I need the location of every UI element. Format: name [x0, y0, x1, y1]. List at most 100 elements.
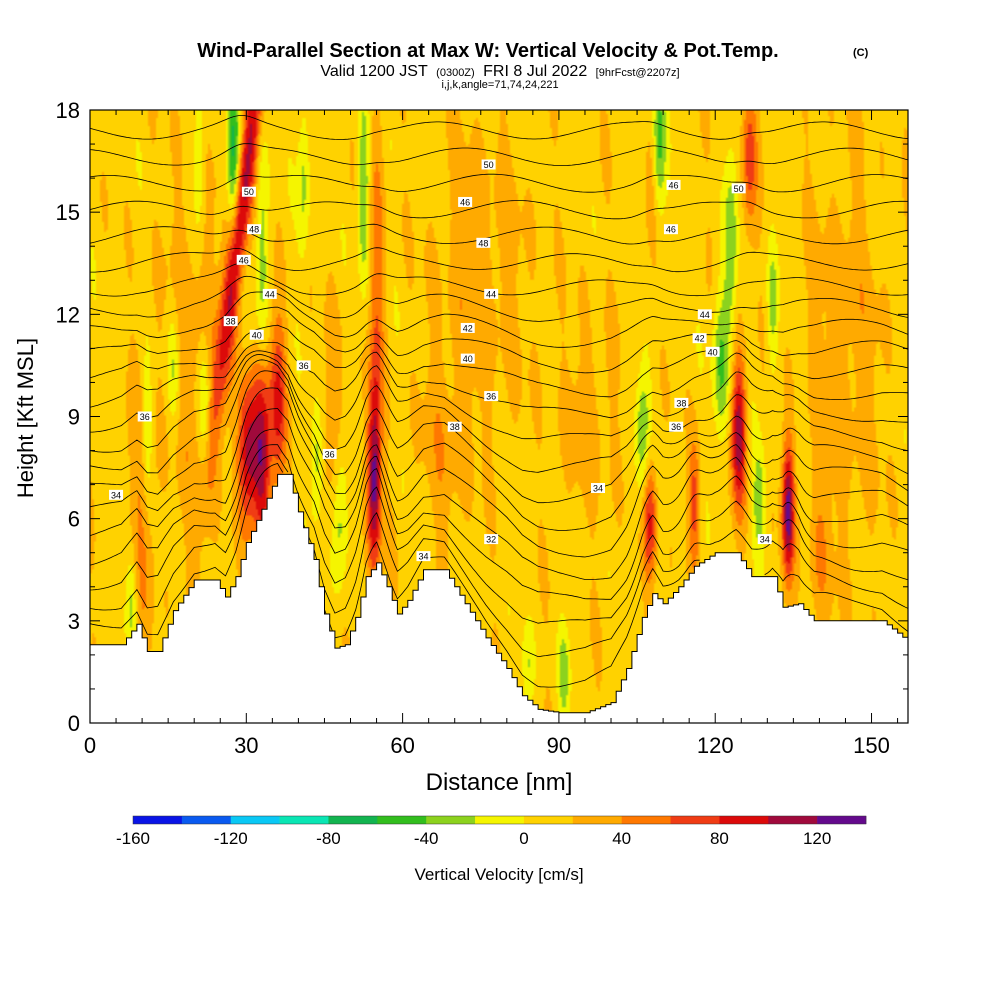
colorbar-swatch — [181, 816, 232, 824]
theta-label-text: 40 — [463, 354, 473, 364]
y-axis-label: Height [Kft MSL] — [13, 338, 38, 498]
theta-label: 36 — [484, 391, 499, 402]
colorbar-swatch — [621, 816, 671, 824]
colorbar-tick-label: -160 — [116, 829, 150, 848]
theta-label-text: 44 — [486, 289, 496, 299]
theta-label-text: 48 — [478, 238, 488, 248]
theta-label: 36 — [322, 448, 337, 459]
y-tick-label: 3 — [68, 609, 80, 634]
chart-title-mark: (C) — [853, 47, 869, 59]
theta-label-text: 40 — [708, 347, 718, 357]
theta-label: 40 — [460, 353, 475, 364]
theta-contours — [90, 115, 908, 688]
chart-title: Wind-Parallel Section at Max W: Vertical… — [197, 40, 778, 62]
colorbar-swatch — [768, 816, 818, 824]
theta-label: 50 — [241, 186, 256, 197]
y-tick-label: 6 — [68, 507, 80, 532]
y-tick-label: 9 — [68, 405, 80, 430]
theta-contour-31 — [90, 463, 908, 688]
subtitle-valid: Valid 1200 JST — [320, 63, 428, 80]
theta-contour-44 — [90, 291, 908, 348]
theta-label-text: 32 — [486, 535, 496, 545]
x-tick-label: 90 — [547, 733, 571, 758]
theta-label: 34 — [757, 534, 772, 545]
y-tick-label: 18 — [56, 98, 80, 123]
theta-label: 38 — [447, 421, 462, 432]
theta-contour-47 — [90, 247, 908, 273]
theta-contour-50 — [90, 173, 908, 193]
y-tick-label: 12 — [56, 302, 80, 327]
theta-contour-48 — [90, 223, 908, 245]
theta-label: 42 — [692, 333, 707, 344]
colorbar-tick-label: -40 — [414, 829, 439, 848]
colorbar-tick-label: 80 — [710, 829, 729, 848]
theta-label-text: 48 — [249, 225, 259, 235]
colorbar-swatch — [719, 816, 769, 824]
theta-label-text: 36 — [486, 392, 496, 402]
colorbar-swatch — [133, 816, 183, 824]
theta-label-text: 34 — [418, 552, 428, 562]
theta-label: 36 — [137, 411, 152, 422]
colorbar-swatch — [426, 816, 476, 824]
colorbar-swatch — [475, 816, 525, 824]
colorbar-swatch — [279, 816, 329, 824]
x-tick-label: 0 — [84, 733, 96, 758]
theta-label-text: 44 — [700, 310, 710, 320]
theta-contour-38 — [90, 359, 908, 504]
colorbar-swatch — [328, 816, 378, 824]
theta-label-text: 46 — [460, 197, 470, 207]
theta-label: 34 — [109, 489, 124, 500]
theta-label-text: 46 — [239, 255, 249, 265]
colorbar-swatch — [377, 816, 427, 824]
terrain — [90, 473, 908, 723]
subtitle-utc: (0300Z) — [436, 67, 475, 79]
y-tick-label: 0 — [68, 711, 80, 736]
theta-label-text: 50 — [244, 187, 254, 197]
colorbar-tick-label: 0 — [519, 829, 528, 848]
theta-label: 44 — [262, 288, 277, 299]
theta-label-text: 38 — [676, 398, 686, 408]
theta-contour-39 — [90, 354, 908, 473]
subtitle-forecast: [9hrFcst@2207z] — [596, 67, 680, 79]
theta-contour-42 — [90, 324, 908, 398]
theta-label: 46 — [236, 254, 251, 265]
theta-contour-36 — [90, 387, 908, 558]
theta-contour-41 — [90, 342, 908, 419]
theta-contour-45 — [90, 275, 908, 322]
theta-label-text: 42 — [695, 334, 705, 344]
theta-contour-34 — [90, 428, 908, 600]
theta-label: 36 — [669, 421, 684, 432]
colorbar: -160 -120 -80 -40 0 40 80 120 — [116, 815, 867, 848]
theta-label-text: 50 — [734, 184, 744, 194]
colorbar-swatch — [572, 816, 622, 824]
theta-label: 42 — [460, 322, 475, 333]
theta-label-text: 40 — [252, 330, 262, 340]
theta-label-text: 50 — [484, 160, 494, 170]
theta-label: 38 — [223, 316, 238, 327]
theta-label: 46 — [666, 179, 681, 190]
theta-label: 48 — [476, 237, 491, 248]
theta-label: 32 — [484, 534, 499, 545]
theta-label-text: 34 — [593, 484, 603, 494]
colorbar-tick-label: -80 — [316, 829, 341, 848]
theta-contour-49 — [90, 200, 908, 220]
colorbar-swatch — [817, 816, 867, 824]
theta-contour-52 — [90, 115, 908, 140]
x-tick-label: 30 — [234, 733, 258, 758]
chart-subtitle: Valid 1200 JST (0300Z) FRI 8 Jul 2022 [9… — [320, 63, 679, 80]
theta-contour-40 — [90, 350, 908, 440]
theta-contour-51 — [90, 143, 908, 167]
theta-label-text: 38 — [450, 422, 460, 432]
subtitle-date: FRI 8 Jul 2022 — [483, 63, 587, 80]
theta-label-text: 46 — [669, 180, 679, 190]
theta-label-text: 36 — [325, 449, 335, 459]
theta-label-text: 36 — [671, 422, 681, 432]
theta-label: 38 — [674, 397, 689, 408]
theta-label: 34 — [590, 483, 605, 494]
theta-label: 50 — [731, 183, 746, 194]
plot-area: 3436384046485044363634504648444240363832… — [90, 110, 908, 723]
theta-label-text: 34 — [760, 535, 770, 545]
y-tick-label: 15 — [56, 200, 80, 225]
theta-label-text: 34 — [111, 490, 121, 500]
